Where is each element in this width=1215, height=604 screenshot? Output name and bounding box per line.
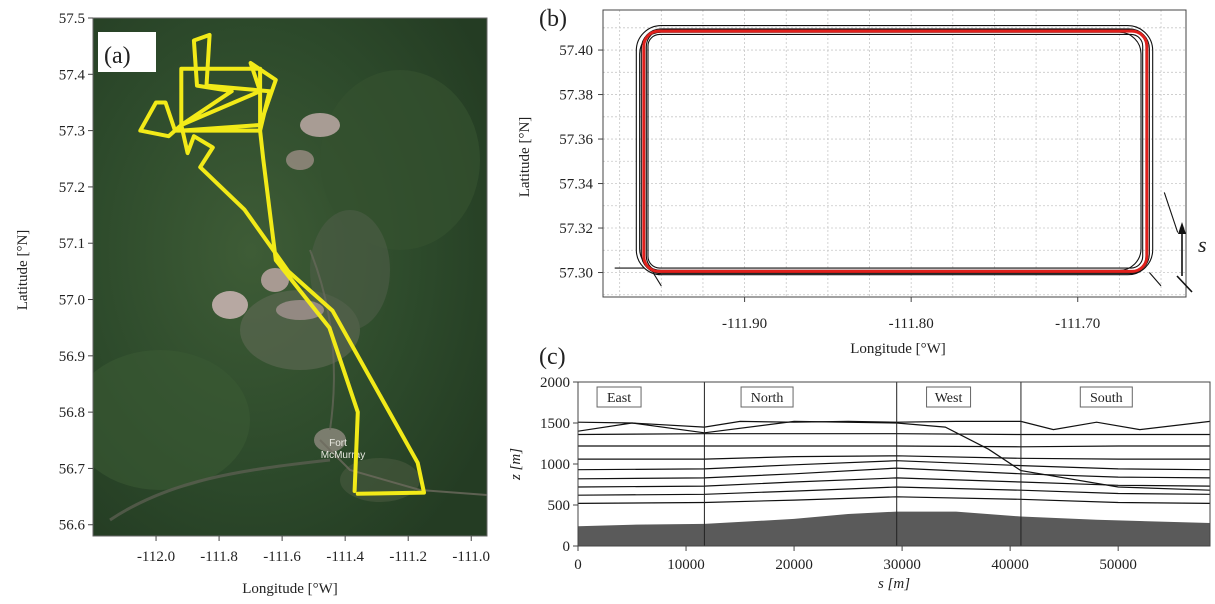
- y-tick-label-b: 57.32: [559, 221, 593, 237]
- height-profiles: [578, 420, 1210, 504]
- y-tick-label-a: 57.1: [59, 236, 85, 252]
- y-tick-label-a: 57.0: [59, 293, 85, 309]
- map-label-1: Fort: [329, 438, 347, 449]
- plot-frame-b: [602, 9, 1187, 298]
- height-profile: [578, 467, 1210, 480]
- x-tick-label-a: -111.6: [263, 549, 301, 565]
- x-tick-label-c: 30000: [883, 557, 921, 573]
- panel-label-c: (c): [539, 344, 566, 370]
- x-tick-label-a: -111.4: [326, 549, 364, 565]
- map-label-2: McMurray: [321, 450, 365, 461]
- x-axis-label-c: s [m]: [878, 576, 910, 592]
- y-axis-label-c: z [m]: [508, 448, 524, 481]
- height-profile: [578, 433, 1210, 436]
- y-tick-label-c: 0: [563, 539, 571, 555]
- s-arrow-label: s: [1198, 232, 1207, 257]
- height-profile: [578, 420, 1210, 491]
- flight-segment: [1148, 272, 1162, 287]
- section-label-box: [926, 386, 972, 408]
- y-tick-label-a: 56.9: [59, 349, 85, 365]
- x-tick-label-b: -111.80: [889, 316, 934, 332]
- panel-label-b: (b): [539, 6, 567, 32]
- section-label: South: [1090, 391, 1123, 406]
- loop-series: [614, 25, 1179, 287]
- section-dividers: East North West South: [596, 382, 1133, 546]
- y-tick-label-a: 56.8: [59, 405, 85, 421]
- x-tick-label-c: 50000: [1099, 557, 1137, 573]
- y-tick-label-c: 1500: [540, 416, 570, 432]
- axis-ticks-a: -112.0 -111.8 -111.6 -111.4 -111.2 -111.0 57.5…: [59, 11, 490, 565]
- y-tick-label-b: 57.30: [559, 266, 593, 282]
- y-tick-label-a: 57.4: [59, 67, 86, 83]
- y-axis-label-b: Latitude [°N]: [517, 117, 533, 198]
- terrain-area: [578, 511, 1210, 546]
- x-axis-label-b: Longitude [°W]: [850, 341, 946, 357]
- panel-label-a: (a): [104, 43, 131, 69]
- y-tick-label-b: 57.38: [559, 88, 593, 104]
- axis-ticks-b: -111.90 -111.80 -111.70 57.30 57.32 57.34 57.3…: [559, 43, 1100, 332]
- y-tick-label-b: 57.40: [559, 43, 593, 59]
- y-tick-label-a: 57.2: [59, 180, 85, 196]
- x-tick-label-a: -111.2: [389, 549, 427, 565]
- flight-loop: [639, 31, 1142, 271]
- height-profile: [578, 496, 1210, 504]
- section-label-box: [740, 386, 794, 408]
- flight-loop: [645, 29, 1147, 274]
- s-direction-arrow: s: [1176, 222, 1207, 293]
- height-profile: [578, 486, 1210, 496]
- terrain-fill: [578, 511, 1210, 546]
- y-tick-label-c: 500: [548, 498, 571, 514]
- axis-ticks-c: 0 10000 20000 30000 40000 50000 0 500 1000 1500 20…: [540, 375, 1137, 573]
- x-tick-label-b: -111.90: [722, 316, 767, 332]
- x-tick-label-c: 40000: [991, 557, 1029, 573]
- y-axis-label-a: Latitude [°N]: [15, 230, 31, 311]
- reference-loop: [642, 29, 1149, 273]
- x-tick-label-a: -112.0: [137, 549, 175, 565]
- y-tick-label-a: 56.6: [59, 518, 86, 534]
- grid-b: [603, 10, 1186, 297]
- height-profile: [578, 445, 1210, 448]
- flight-segment: [652, 272, 662, 287]
- y-tick-label-a: 57.3: [59, 124, 85, 140]
- x-tick-label-a: -111.0: [452, 549, 490, 565]
- panel-c: (c) East North West South 0 10000 20000 30000 4…: [508, 344, 1211, 592]
- x-axis-label-a: Longitude [°W]: [242, 581, 338, 597]
- y-tick-label-a: 56.7: [59, 461, 86, 477]
- y-tick-label-c: 1000: [540, 457, 570, 473]
- height-profile: [578, 455, 1210, 460]
- map-background: [93, 18, 487, 536]
- flight-loop: [635, 25, 1154, 276]
- section-label-box: [596, 386, 642, 408]
- x-tick-label-b: -111.70: [1055, 316, 1100, 332]
- flight-track: [138, 32, 426, 496]
- y-tick-label-c: 2000: [540, 375, 570, 391]
- section-label-box: [1079, 386, 1133, 408]
- section-label: East: [607, 391, 631, 406]
- flight-loop: [647, 33, 1144, 269]
- x-tick-label-c: 0: [574, 557, 582, 573]
- panel-a: -112.0 -111.8 -111.6 -111.4 -111.2 -111.0 57.5…: [15, 11, 490, 597]
- panel-label-a-box: (a): [98, 32, 156, 72]
- y-tick-label-a: 57.5: [59, 11, 85, 27]
- height-profile: [578, 477, 1210, 488]
- y-tick-label-b: 57.36: [559, 132, 593, 148]
- flight-segment: [1163, 192, 1179, 233]
- panel-b: (b) -111.90 -111.80 -111.70 57.30 57.32 57.34…: [517, 6, 1207, 357]
- x-tick-label-a: -111.8: [200, 549, 238, 565]
- flight-loop: [640, 28, 1150, 275]
- y-tick-label-b: 57.34: [559, 177, 593, 193]
- section-label: West: [935, 391, 963, 406]
- section-label: North: [751, 391, 784, 406]
- x-tick-label-c: 10000: [667, 557, 705, 573]
- plot-frame-a: [92, 17, 488, 537]
- x-tick-label-c: 20000: [775, 557, 813, 573]
